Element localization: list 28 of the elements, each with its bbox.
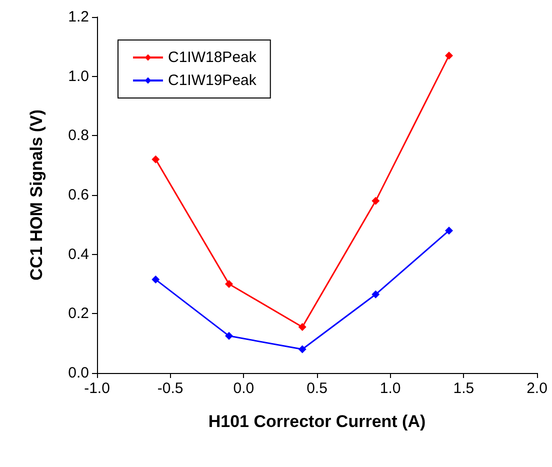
- x-tick-label: -1.0: [84, 380, 110, 397]
- x-tick-label: 0.5: [306, 380, 328, 397]
- x-tick-label: 1.5: [453, 380, 474, 397]
- point: [445, 226, 453, 235]
- x-tick-label: -0.5: [157, 380, 184, 397]
- y-tick-label: 1.2: [68, 8, 89, 26]
- point: [372, 196, 380, 205]
- point: [372, 290, 380, 298]
- y-tick-label: 0.4: [68, 246, 89, 263]
- point: [298, 345, 306, 354]
- point: [225, 280, 233, 288]
- point: [225, 332, 233, 340]
- y-tick-label: 0.0: [68, 364, 89, 382]
- y-axis-title: CC1 HOM Signals (V): [27, 110, 46, 280]
- x-tick-label: 0.0: [233, 380, 254, 397]
- legend-label: C1IW18Peak: [168, 49, 257, 66]
- legend-label: C1IW19Peak: [168, 72, 257, 89]
- y-tick-label: 0.6: [68, 186, 89, 204]
- x-axis-title: H101 Corrector Current (A): [208, 412, 426, 431]
- x-tick-label: 1.0: [380, 380, 401, 397]
- point: [445, 52, 453, 60]
- point: [152, 276, 160, 284]
- x-tick-label: 2.0: [526, 380, 548, 397]
- y-tick-label: 0.8: [68, 127, 89, 144]
- y-tick-label: 0.2: [68, 305, 89, 322]
- y-tick-label: 1.0: [68, 68, 89, 85]
- point: [298, 323, 306, 332]
- point: [152, 155, 160, 164]
